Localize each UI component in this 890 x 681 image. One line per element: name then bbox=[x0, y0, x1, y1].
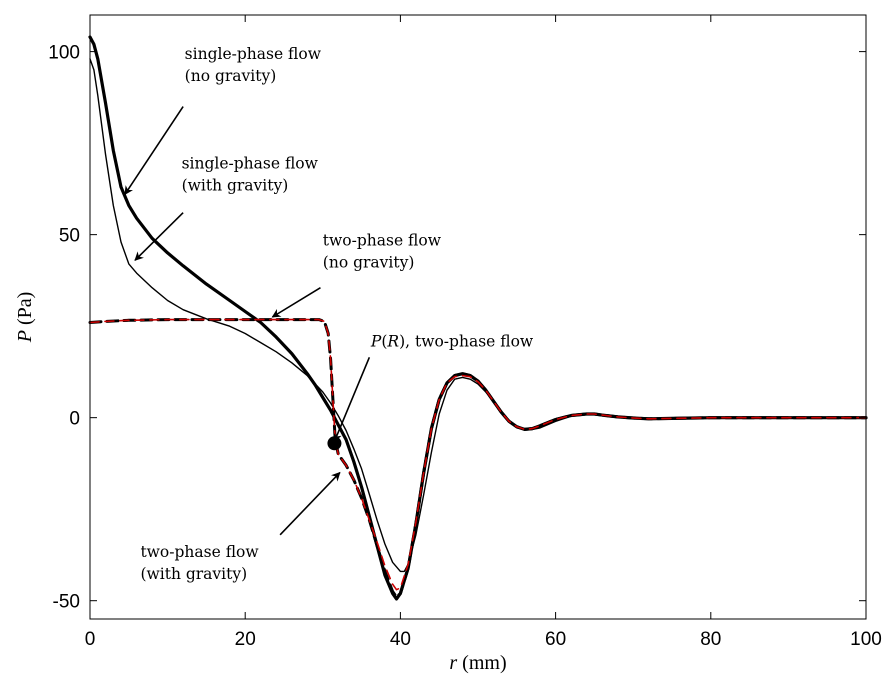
x-tick-label: 100 bbox=[850, 629, 882, 650]
annotation-text: (no gravity) bbox=[323, 254, 415, 272]
x-axis-label-unit: (mm) bbox=[457, 652, 506, 674]
annotation-text: P(R), two-phase flow bbox=[370, 332, 534, 350]
x-tick-label: 60 bbox=[545, 629, 566, 650]
annotation-text: two-phase flow bbox=[323, 232, 442, 250]
annotation-text: single-phase flow bbox=[182, 155, 319, 173]
series-two-phase-with-gravity bbox=[89, 318, 867, 591]
x-axis-label-var: r bbox=[449, 652, 457, 674]
y-tick-label: 0 bbox=[69, 409, 80, 430]
y-axis-label-var: P bbox=[14, 330, 36, 343]
annotation-text: single-phase flow bbox=[185, 45, 322, 63]
annotation-P-R-two-phase: P(R), two-phase flow bbox=[333, 332, 534, 443]
y-axis-label: P (Pa) bbox=[14, 292, 36, 344]
annotation-two-phase-no-gravity: two-phase flow (no gravity) bbox=[271, 232, 442, 318]
y-tick-label: -50 bbox=[53, 592, 80, 613]
annotation-arrow bbox=[279, 471, 341, 536]
annotation-arrow bbox=[124, 106, 184, 196]
x-tick-label: 40 bbox=[390, 629, 411, 650]
y-tick-label: 50 bbox=[59, 226, 80, 247]
annotation-arrow bbox=[134, 212, 184, 261]
y-axis-label-unit: (Pa) bbox=[14, 292, 36, 330]
annotation-single-no-gravity: single-phase flow (no gravity) bbox=[124, 45, 322, 196]
series-two-phase-no-gravity bbox=[88, 318, 868, 599]
annotation-arrow bbox=[333, 356, 371, 443]
annotation-text: (with gravity) bbox=[182, 177, 289, 195]
annotation-text: (no gravity) bbox=[185, 67, 277, 85]
y-tick-label: 100 bbox=[48, 43, 80, 64]
annotation-text: (with gravity) bbox=[140, 565, 247, 583]
plot-frame bbox=[89, 14, 867, 620]
annotation-single-with-gravity: single-phase flow (with gravity) bbox=[134, 155, 319, 261]
x-axis-label: r (mm) bbox=[449, 652, 506, 674]
series-single-with-gravity bbox=[89, 58, 867, 573]
annotation-text: two-phase flow bbox=[140, 543, 259, 561]
annotation-two-phase-with-gravity: two-phase flow (with gravity) bbox=[140, 471, 341, 583]
series-single-no-gravity bbox=[88, 35, 868, 601]
x-tick-label: 80 bbox=[700, 629, 721, 650]
annotation-arrow bbox=[271, 287, 321, 318]
x-tick-label: 20 bbox=[235, 629, 256, 650]
x-tick-label: 0 bbox=[85, 629, 96, 650]
p-of-r-marker bbox=[327, 436, 342, 451]
